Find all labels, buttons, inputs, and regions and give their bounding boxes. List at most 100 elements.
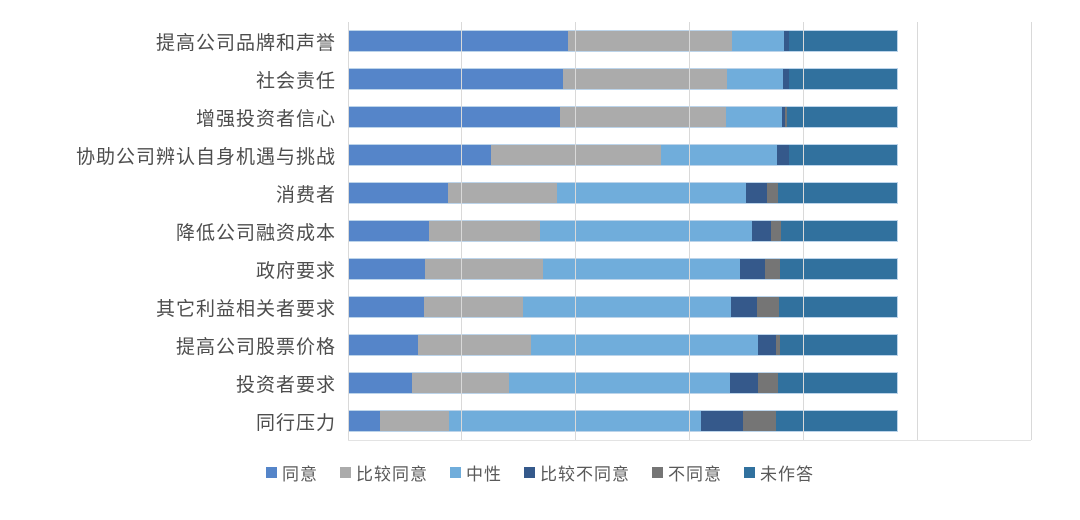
segment-somewhat-disagree — [746, 183, 768, 203]
segment-somewhat-disagree — [782, 69, 789, 89]
segment-somewhat-agree — [567, 31, 732, 51]
segment-agree — [349, 411, 380, 431]
legend-swatch-icon — [340, 467, 351, 478]
legend-item: 中性 — [450, 460, 502, 485]
segment-no-answer — [775, 411, 898, 431]
segment-no-answer — [778, 297, 898, 317]
segment-no-answer — [777, 373, 898, 393]
segment-disagree — [757, 373, 778, 393]
segment-somewhat-agree — [423, 297, 523, 317]
chart-body: 提高公司品牌和声誉社会责任增强投资者信心协助公司辨认自身机遇与挑战消费者降低公司… — [0, 22, 1080, 441]
category-axis: 提高公司品牌和声誉社会责任增强投资者信心协助公司辨认自身机遇与挑战消费者降低公司… — [0, 22, 348, 440]
segment-neutral — [543, 259, 741, 279]
segment-agree — [349, 373, 413, 393]
segment-disagree — [756, 297, 779, 317]
legend-label: 不同意 — [668, 465, 722, 484]
segment-no-answer — [788, 31, 898, 51]
segment-somewhat-disagree — [731, 297, 757, 317]
gridline — [347, 22, 349, 440]
segment-somewhat-agree — [424, 259, 544, 279]
gridline — [575, 22, 577, 440]
segment-somewhat-agree — [379, 411, 450, 431]
segment-somewhat-agree — [412, 373, 509, 393]
segment-neutral — [556, 183, 747, 203]
stacked-bar — [348, 296, 899, 318]
segment-no-answer — [778, 183, 898, 203]
category-label: 政府要求 — [255, 260, 336, 282]
segment-neutral — [508, 373, 730, 393]
segment-somewhat-disagree — [729, 373, 758, 393]
gridline — [916, 22, 918, 440]
segment-no-answer — [780, 335, 898, 355]
stacked-bar — [348, 106, 899, 128]
segment-agree — [349, 31, 568, 51]
category-label: 同行压力 — [255, 412, 336, 434]
segment-no-answer — [780, 221, 898, 241]
category-label: 提高公司品牌和声誉 — [155, 32, 336, 54]
segment-agree — [349, 297, 424, 317]
segment-somewhat-disagree — [776, 145, 789, 165]
segment-neutral — [660, 145, 777, 165]
bar-row — [348, 250, 1031, 288]
segment-somewhat-disagree — [751, 221, 771, 241]
segment-disagree — [785, 107, 788, 127]
stacked-bar — [348, 182, 899, 204]
segment-somewhat-agree — [417, 335, 532, 355]
bar-row — [348, 364, 1031, 402]
gridline — [689, 22, 690, 440]
segment-disagree — [767, 183, 779, 203]
legend-swatch-icon — [744, 467, 755, 478]
category-label: 投资者要求 — [235, 374, 336, 396]
segment-agree — [349, 259, 425, 279]
segment-disagree — [770, 221, 781, 241]
bar-row — [348, 288, 1031, 326]
segment-no-answer — [780, 259, 898, 279]
segment-agree — [349, 69, 564, 89]
segment-somewhat-disagree — [701, 411, 743, 431]
category-label: 协助公司辨认自身机遇与挑战 — [75, 146, 336, 168]
segment-agree — [349, 145, 491, 165]
category-label: 增强投资者信心 — [195, 108, 336, 130]
category-label: 降低公司融资成本 — [175, 222, 336, 244]
segment-neutral — [731, 31, 784, 51]
legend: 同意 比较同意 中性 比较不同意 不同意 未作答 — [0, 460, 1080, 485]
stacked-bar — [348, 220, 899, 242]
legend-label: 中性 — [466, 465, 502, 484]
segment-disagree — [775, 335, 781, 355]
segment-neutral — [725, 107, 783, 127]
legend-swatch-icon — [450, 467, 461, 478]
legend-item: 比较同意 — [340, 460, 428, 485]
stacked-bar — [348, 68, 899, 90]
segment-no-answer — [788, 145, 898, 165]
segment-agree — [349, 107, 560, 127]
segment-neutral — [540, 221, 752, 241]
segment-agree — [349, 221, 430, 241]
stacked-bar — [348, 372, 899, 394]
legend-label: 同意 — [282, 465, 318, 484]
bar-row — [348, 212, 1031, 250]
legend-label: 比较同意 — [356, 465, 428, 484]
segment-somewhat-agree — [559, 107, 726, 127]
stacked-bar — [348, 258, 899, 280]
segment-neutral — [531, 335, 758, 355]
segment-agree — [349, 183, 448, 203]
segment-neutral — [522, 297, 732, 317]
legend-swatch-icon — [524, 467, 535, 478]
gridline — [1030, 22, 1032, 440]
segment-disagree — [742, 411, 776, 431]
gridline — [802, 22, 804, 440]
segment-neutral — [727, 69, 783, 89]
category-label: 社会责任 — [255, 70, 336, 92]
legend-label: 比较不同意 — [540, 465, 630, 484]
stacked-bar — [348, 30, 899, 52]
segment-disagree — [765, 259, 781, 279]
segment-no-answer — [787, 107, 898, 127]
bar-row — [348, 98, 1031, 136]
segment-somewhat-agree — [429, 221, 541, 241]
legend-item: 不同意 — [652, 460, 722, 485]
category-label: 消费者 — [275, 184, 336, 206]
segment-no-answer — [788, 69, 898, 89]
gridline — [461, 22, 463, 440]
legend-item: 未作答 — [744, 460, 814, 485]
